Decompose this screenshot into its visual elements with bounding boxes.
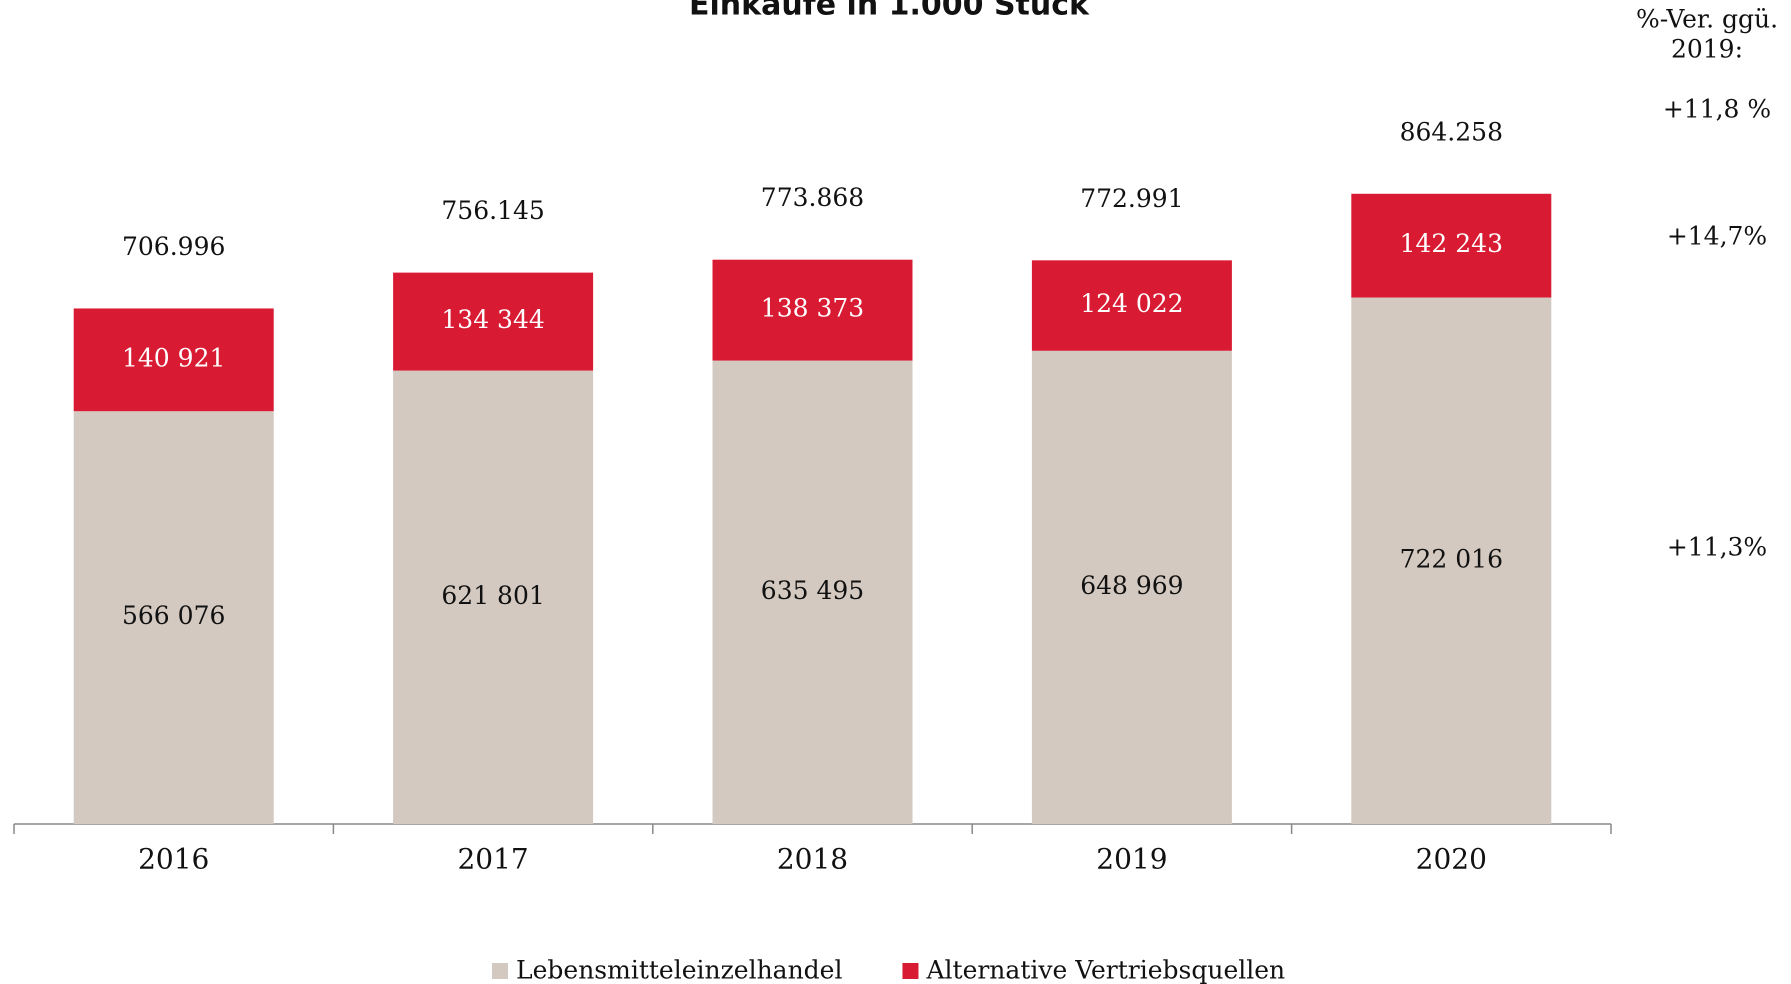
data-label: 621 801 bbox=[441, 581, 544, 610]
legend-label: Lebensmitteleinzelhandel bbox=[516, 956, 842, 984]
change-label: +11,8 % bbox=[1663, 95, 1771, 124]
bar-segment bbox=[1351, 297, 1552, 824]
legend-swatch bbox=[902, 963, 919, 979]
bar-segment bbox=[1031, 260, 1232, 351]
data-label: 134 344 bbox=[441, 305, 544, 334]
bar-segment bbox=[73, 411, 274, 824]
data-label: 648 969 bbox=[1080, 571, 1183, 600]
data-label: 140 921 bbox=[122, 343, 225, 372]
data-label: 142 243 bbox=[1400, 229, 1503, 258]
bar-segment bbox=[393, 272, 594, 371]
legend-label: Alternative Vertriebsquellen bbox=[925, 956, 1285, 984]
chart-title: Einkäufe in 1.000 Stück bbox=[689, 0, 1090, 23]
bar-segment bbox=[712, 360, 913, 824]
bar-segment bbox=[1351, 193, 1552, 298]
bar-segment bbox=[73, 308, 274, 412]
x-tick-label: 2020 bbox=[1416, 843, 1487, 876]
change-header: %-Ver. ggü. bbox=[1636, 5, 1778, 34]
x-tick-label: 2017 bbox=[457, 843, 528, 876]
total-label: 864.258 bbox=[1400, 117, 1503, 146]
change-header: 2019: bbox=[1671, 35, 1743, 64]
data-label: 138 373 bbox=[761, 294, 864, 323]
change-label: +11,3% bbox=[1667, 533, 1767, 562]
total-label: 772.991 bbox=[1080, 184, 1183, 213]
x-tick-label: 2016 bbox=[138, 843, 209, 876]
data-label: 635 495 bbox=[761, 576, 864, 605]
total-label: 756.145 bbox=[441, 196, 544, 225]
data-label: 722 016 bbox=[1400, 544, 1503, 573]
x-tick-label: 2018 bbox=[777, 843, 848, 876]
total-label: 706.996 bbox=[122, 232, 225, 261]
bar-segment bbox=[393, 370, 594, 824]
data-label: 566 076 bbox=[122, 601, 225, 630]
legend-swatch bbox=[492, 963, 508, 979]
data-label: 124 022 bbox=[1080, 289, 1183, 318]
total-label: 773.868 bbox=[761, 183, 864, 212]
x-tick-label: 2019 bbox=[1096, 843, 1167, 876]
bar-segment bbox=[712, 259, 913, 361]
change-label: +14,7% bbox=[1667, 222, 1767, 251]
bar-segment bbox=[1031, 350, 1232, 824]
